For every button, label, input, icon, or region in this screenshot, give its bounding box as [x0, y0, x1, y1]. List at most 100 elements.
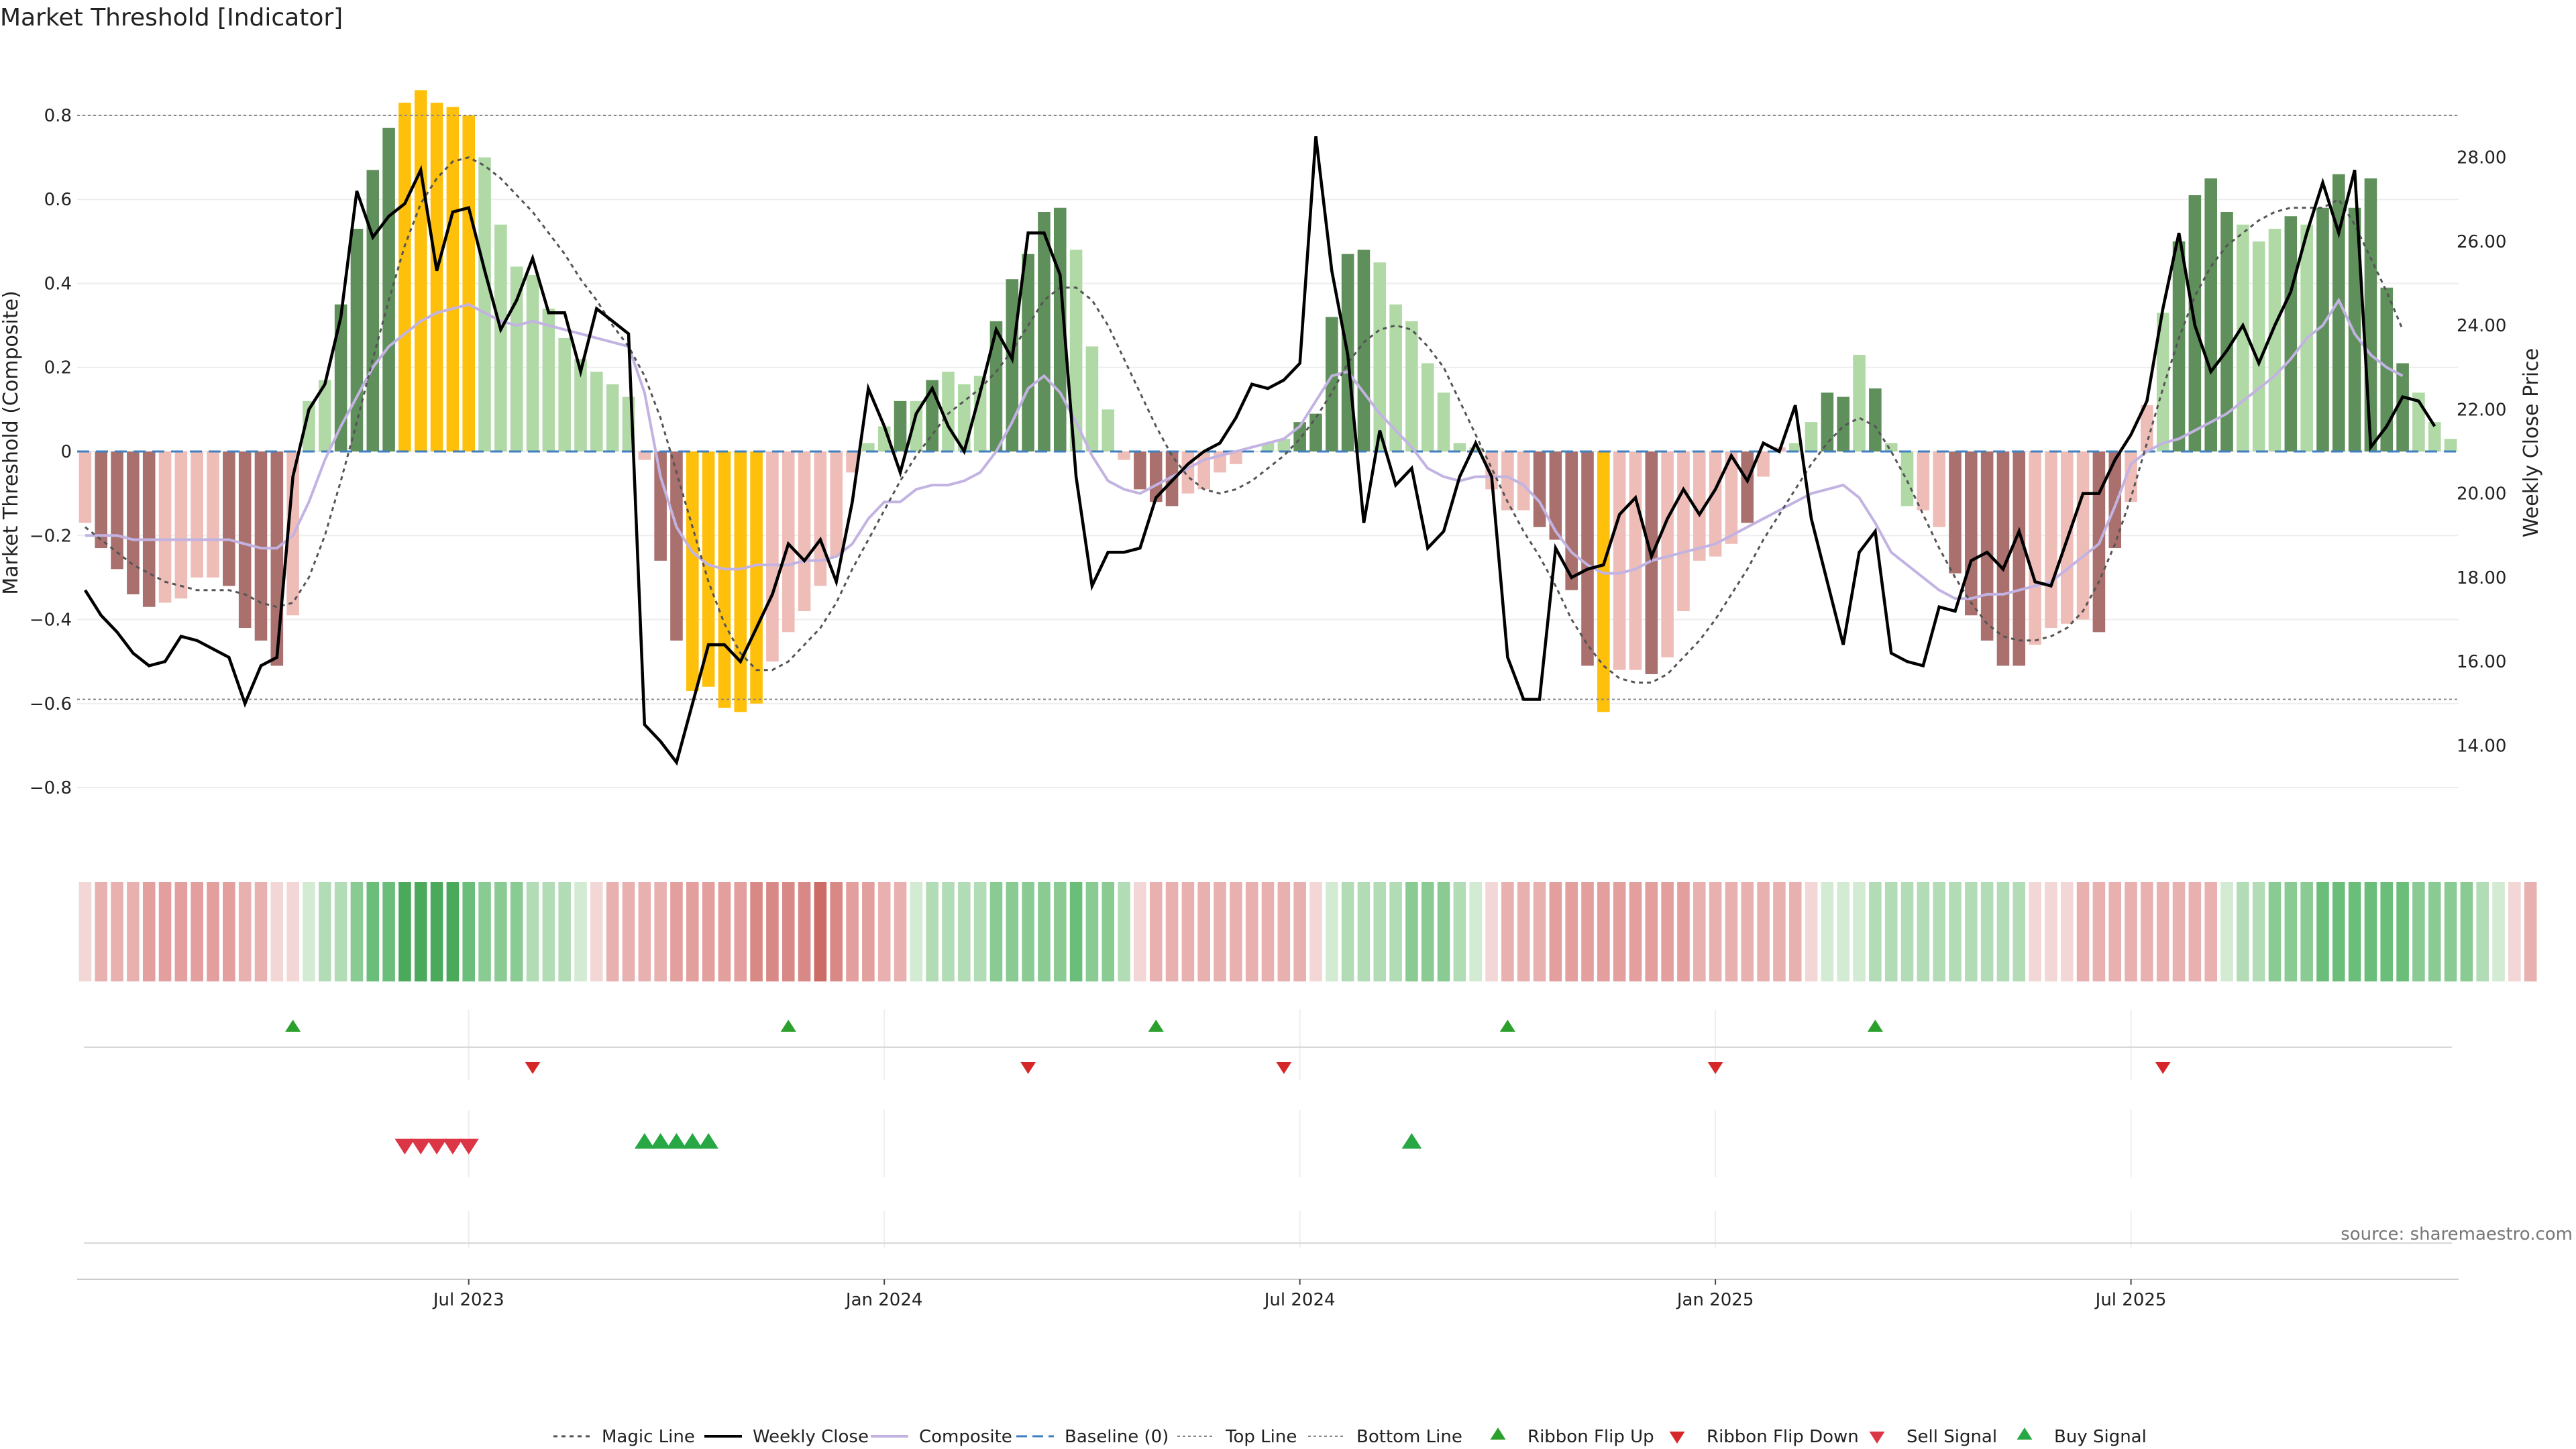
composite-bar	[111, 451, 123, 570]
y-tick-label-left: 0.6	[44, 190, 72, 210]
ribbon-cell	[1469, 882, 1483, 981]
ribbon-cell	[958, 882, 971, 981]
y-tick-label-right: 20.00	[2457, 484, 2506, 504]
ribbon-cell	[766, 882, 779, 981]
composite-bar	[462, 115, 476, 451]
composite-bar	[207, 451, 219, 578]
ribbon-cell	[78, 882, 92, 981]
ribbon-flip-up-marker	[285, 1020, 301, 1032]
composite-bar	[798, 451, 811, 611]
ribbon-cell	[1709, 882, 1722, 981]
legend-label: Sell Signal	[1907, 1427, 1997, 1447]
composite-bar	[382, 127, 395, 451]
ribbon-cell	[542, 882, 555, 981]
composite-bar	[2348, 207, 2361, 451]
composite-bar	[270, 451, 284, 666]
composite-bar	[494, 224, 507, 451]
ribbon-cell	[462, 882, 476, 981]
legend-swatch	[1490, 1428, 1506, 1440]
ribbon-cell	[1900, 882, 1914, 981]
legend-label: Top Line	[1225, 1427, 1297, 1447]
ribbon-cell	[127, 882, 140, 981]
ribbon-cell	[2237, 882, 2249, 981]
ribbon-cell	[510, 882, 523, 981]
ribbon-flip-down-marker	[525, 1062, 541, 1074]
composite-bar	[1197, 451, 1210, 490]
composite-bar	[734, 451, 747, 712]
ribbon-cell	[1453, 882, 1466, 981]
ribbon-cell	[1326, 882, 1338, 981]
ribbon-cell	[350, 882, 364, 981]
ribbon-cell	[1230, 882, 1242, 981]
axes-layer: 0.8 0.6 0.4 0.2 0 −0.2 −0.4 −0.6 −0.8 28.00 26.00 2…	[30, 106, 2507, 1310]
ribbon-flip-up-marker	[1499, 1020, 1515, 1032]
ribbon-cell	[111, 882, 123, 981]
composite-bar	[1533, 451, 1546, 527]
composite-bar	[1965, 451, 1978, 616]
composite-bar	[989, 321, 1003, 451]
ribbon-cell	[2492, 882, 2505, 981]
composite-bar	[606, 384, 619, 451]
ribbon-cell	[1853, 882, 1866, 981]
ribbon-cell	[446, 882, 460, 981]
composite-bar	[1597, 451, 1610, 712]
composite-bar	[862, 443, 875, 451]
sell-signal-marker	[411, 1138, 431, 1155]
composite-bar	[430, 103, 443, 451]
composite-bar	[238, 451, 252, 629]
composite-bar	[95, 451, 108, 549]
ribbon-cell	[558, 882, 571, 981]
composite-bar	[2252, 241, 2265, 451]
ribbon-cell	[2204, 882, 2217, 981]
composite-bar	[2444, 439, 2457, 451]
ribbon-cell	[1309, 882, 1322, 981]
y-tick-label-left: −0.2	[30, 526, 72, 546]
ribbon-cell	[1565, 882, 1578, 981]
composite-bar	[1118, 451, 1130, 460]
y-tick-label-left: −0.4	[30, 610, 72, 631]
ribbon-cell	[750, 882, 763, 981]
ribbon-cell	[2092, 882, 2106, 981]
ribbon-cell	[478, 882, 491, 981]
composite-bar	[1949, 451, 1962, 574]
ribbon-cell	[1038, 882, 1051, 981]
ribbon-cell	[270, 882, 284, 981]
buy-signal-marker	[666, 1133, 687, 1149]
composite-bar	[2076, 451, 2090, 620]
composite-bar	[1581, 451, 1594, 666]
composite-bar	[158, 451, 172, 603]
composite-bar	[1693, 451, 1706, 561]
legend-label: Composite	[919, 1427, 1012, 1447]
ribbon-cell	[1757, 882, 1770, 981]
y-tick-label-right: 18.00	[2457, 568, 2506, 588]
composite-bar	[2141, 405, 2153, 451]
bars-layer	[78, 90, 2457, 712]
ribbon-cell	[2045, 882, 2057, 981]
ribbon-cell	[1181, 882, 1195, 981]
composite-bar	[1326, 317, 1338, 451]
composite-bar	[590, 372, 603, 451]
ribbon-cell	[1677, 882, 1690, 981]
ribbon-cell	[366, 882, 380, 981]
ribbon-cell	[1006, 882, 1019, 981]
composite-bar	[366, 170, 380, 452]
ribbon-cell	[606, 882, 619, 981]
chart-legend: Magic Line Weekly Close Composite Baseline …	[553, 1427, 2147, 1447]
ribbon-cell	[574, 882, 587, 981]
ribbon-cell	[973, 882, 987, 981]
y-tick-label-right: 16.00	[2457, 652, 2506, 672]
composite-bar	[319, 380, 331, 451]
ribbon-cell	[303, 882, 315, 981]
composite-bar	[973, 376, 987, 451]
ribbon-cell	[1102, 882, 1115, 981]
right-axis-label: Weekly Close Price	[2520, 348, 2543, 537]
composite-bar	[142, 451, 156, 607]
ribbon-cell	[1629, 882, 1642, 981]
composite-line	[85, 297, 2404, 600]
composite-bar	[78, 451, 92, 523]
ribbon-cell	[1214, 882, 1226, 981]
composite-bar	[910, 400, 923, 451]
composite-bar	[350, 229, 364, 451]
ribbon-cell	[1613, 882, 1626, 981]
ribbon-cell	[1533, 882, 1546, 981]
